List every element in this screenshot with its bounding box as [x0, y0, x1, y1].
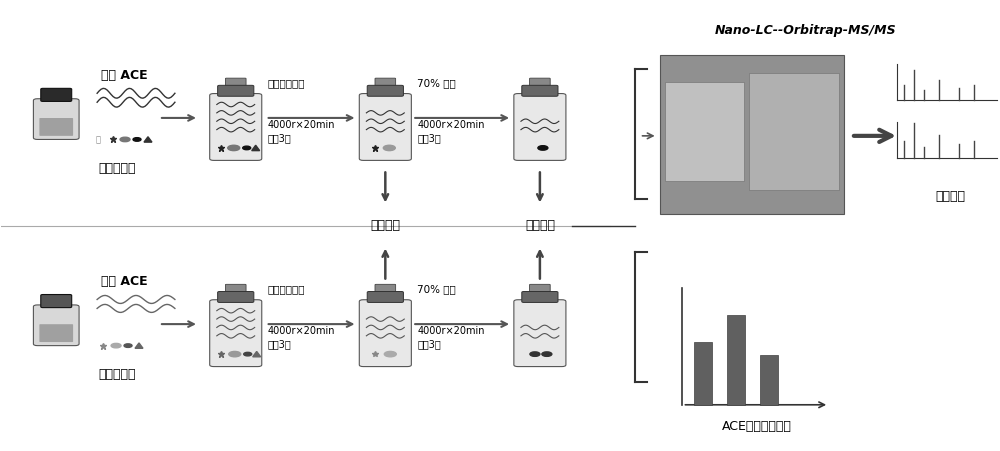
Circle shape	[384, 351, 396, 357]
FancyBboxPatch shape	[39, 118, 73, 136]
Bar	[660, 55, 844, 214]
FancyBboxPatch shape	[522, 291, 558, 303]
Text: 灶活 ACE: 灶活 ACE	[101, 275, 148, 288]
Circle shape	[228, 145, 240, 151]
Text: Nano-LC--Orbitrap-MS/MS: Nano-LC--Orbitrap-MS/MS	[714, 24, 896, 37]
Bar	[749, 73, 839, 189]
FancyBboxPatch shape	[33, 305, 79, 345]
FancyBboxPatch shape	[522, 85, 558, 96]
FancyBboxPatch shape	[218, 85, 254, 96]
FancyBboxPatch shape	[210, 93, 262, 161]
FancyBboxPatch shape	[39, 324, 73, 342]
FancyBboxPatch shape	[367, 85, 403, 96]
Text: 蛋白酶解物: 蛋白酶解物	[98, 368, 136, 381]
Bar	[694, 342, 712, 405]
Circle shape	[538, 146, 548, 150]
FancyBboxPatch shape	[514, 93, 566, 161]
Polygon shape	[252, 145, 260, 151]
Text: 4000r×20min
离心3次: 4000r×20min 离心3次	[417, 326, 485, 349]
Text: 收集滤液: 收集滤液	[525, 219, 555, 232]
Text: 蛋白酶解物: 蛋白酶解物	[98, 162, 136, 175]
Bar	[665, 82, 744, 181]
Text: 70% 乙腙: 70% 乙腙	[417, 78, 456, 88]
Text: 活性 ACE: 活性 ACE	[101, 69, 148, 82]
FancyBboxPatch shape	[33, 99, 79, 139]
FancyBboxPatch shape	[367, 291, 403, 303]
Circle shape	[120, 137, 130, 142]
Text: 4000r×20min
离心3次: 4000r×20min 离心3次	[268, 326, 335, 349]
FancyBboxPatch shape	[210, 300, 262, 367]
Text: ⧗: ⧗	[96, 135, 101, 144]
Bar	[760, 355, 778, 405]
Circle shape	[111, 343, 121, 348]
Circle shape	[133, 138, 141, 141]
Text: 移除滤液: 移除滤液	[370, 219, 400, 232]
Circle shape	[383, 145, 395, 151]
Text: ACE抑制活性评价: ACE抑制活性评价	[722, 420, 792, 433]
Circle shape	[530, 352, 540, 356]
Circle shape	[229, 351, 241, 357]
Text: 差异分析: 差异分析	[936, 190, 966, 203]
Text: 碀酸盐缓冲液: 碀酸盐缓冲液	[268, 284, 305, 294]
Circle shape	[244, 352, 252, 356]
Text: 4000r×20min
离心3次: 4000r×20min 离心3次	[268, 120, 335, 143]
Circle shape	[243, 146, 251, 150]
Polygon shape	[144, 137, 152, 142]
FancyBboxPatch shape	[375, 78, 396, 87]
FancyBboxPatch shape	[514, 300, 566, 367]
FancyBboxPatch shape	[225, 78, 246, 87]
Polygon shape	[253, 351, 261, 357]
FancyBboxPatch shape	[359, 93, 411, 161]
FancyBboxPatch shape	[41, 88, 72, 101]
FancyBboxPatch shape	[530, 78, 550, 87]
Text: 碀酸盐缓冲液: 碀酸盐缓冲液	[268, 78, 305, 88]
Circle shape	[542, 352, 552, 356]
Bar	[727, 315, 745, 405]
Text: 4000r×20min
离心3次: 4000r×20min 离心3次	[417, 120, 485, 143]
FancyBboxPatch shape	[41, 295, 72, 308]
FancyBboxPatch shape	[359, 300, 411, 367]
FancyBboxPatch shape	[375, 284, 396, 293]
FancyBboxPatch shape	[530, 284, 550, 293]
FancyBboxPatch shape	[218, 291, 254, 303]
Circle shape	[124, 344, 132, 347]
Text: 70% 乙腙: 70% 乙腙	[417, 284, 456, 294]
FancyBboxPatch shape	[225, 284, 246, 293]
Polygon shape	[135, 343, 143, 348]
